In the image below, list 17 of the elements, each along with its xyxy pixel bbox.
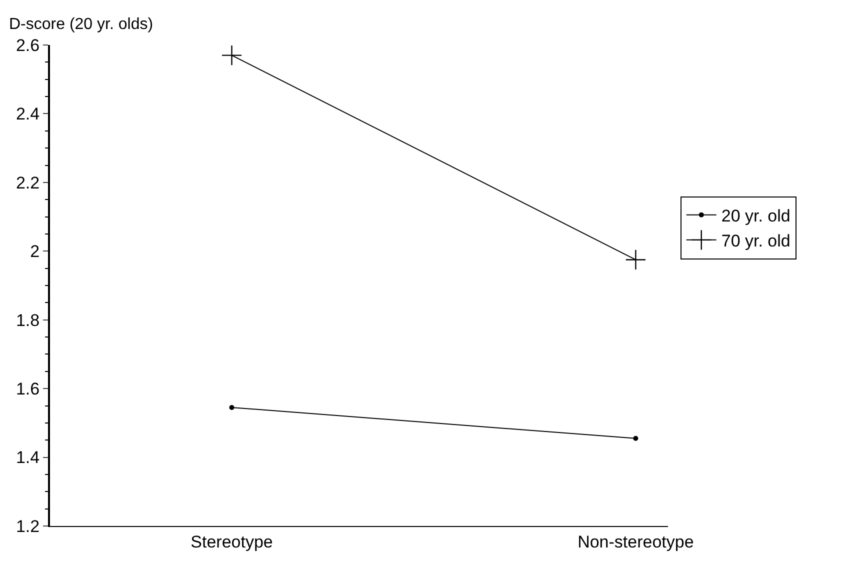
y-tick-label: 1.6 [16, 380, 40, 399]
y-tick-label: 1.2 [16, 516, 40, 536]
legend-label: 70 yr. old [721, 232, 790, 251]
point [229, 404, 234, 410]
point [221, 45, 242, 66]
y-axis-title: D-score (20 yr. olds) [9, 16, 154, 33]
y-tick-label: 1.4 [16, 448, 40, 468]
y-tick-label: 2.4 [16, 104, 40, 124]
y-tick-label: 2.2 [16, 173, 40, 192]
y-tick-label: 2 [30, 242, 40, 262]
point [633, 436, 638, 441]
y-tick-label: 1.8 [16, 310, 40, 330]
y-tick-label: 2.6 [16, 36, 40, 55]
x-tick-label: Non-stereotype [578, 532, 694, 552]
point [625, 249, 646, 270]
legend-label: 20 yr. old [721, 206, 790, 226]
x-tick-label: Stereotype [190, 532, 273, 552]
